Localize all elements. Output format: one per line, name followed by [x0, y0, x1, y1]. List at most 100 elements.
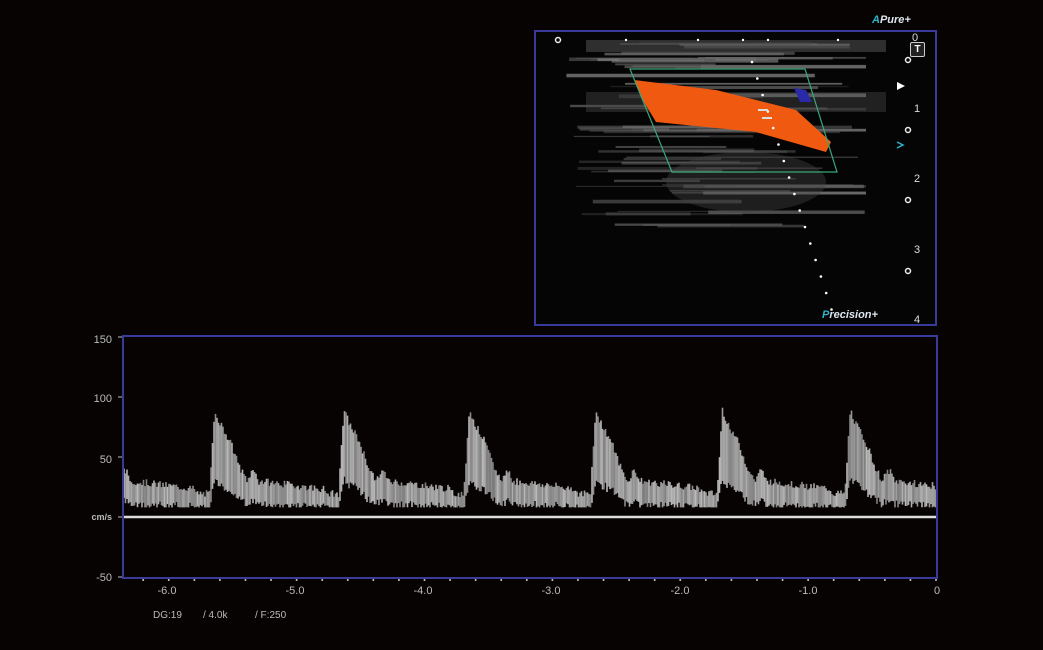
- focus-marker-icon: [897, 82, 905, 90]
- scale-dot: [741, 38, 745, 42]
- spectral-doppler-plot[interactable]: [122, 335, 938, 579]
- x-tick-mark: [781, 579, 784, 581]
- depth-marker-icon: [904, 196, 912, 204]
- doppler-cursor-dot: [787, 176, 791, 179]
- doppler-cursor-dot: [814, 258, 817, 262]
- tissue-speckle: [613, 179, 700, 183]
- x-tick-mark: [372, 579, 375, 581]
- tissue-speckle: [625, 82, 843, 85]
- x-tick-mark: [474, 579, 477, 581]
- tissue-layer: [586, 40, 886, 52]
- x-tick-6: 0: [933, 585, 941, 597]
- doppler-cursor-dot: [803, 225, 807, 229]
- x-tick-mark: [730, 579, 733, 581]
- vessel-color-flow: [634, 80, 831, 152]
- x-tick-mark: [755, 579, 758, 581]
- doppler-cursor-dot: [777, 143, 780, 146]
- x-tick-mark: [142, 579, 145, 581]
- x-tick-mark: [423, 579, 426, 581]
- depth-label-2: 2: [914, 173, 921, 185]
- tissue-speckle: [615, 63, 716, 66]
- sample-gate-bottom: [762, 117, 772, 119]
- y-tick-100: 100: [93, 393, 112, 405]
- tissue-speckle: [608, 169, 723, 172]
- velocity-unit-label: cm/s: [91, 512, 112, 522]
- tissue-speckle: [672, 192, 808, 194]
- tissue-speckle: [578, 160, 740, 163]
- doppler-cursor-dot: [809, 242, 812, 245]
- tissue-speckle: [566, 73, 815, 78]
- x-tick-mark: [576, 579, 579, 581]
- tissue-speckle: [617, 210, 748, 212]
- scale-dot: [766, 38, 770, 42]
- tissue-speckle: [639, 148, 755, 153]
- x-tick-mark: [883, 579, 886, 581]
- tissue-speckle: [680, 93, 866, 98]
- x-tick-mark: [244, 579, 247, 581]
- tissue-speckle: [604, 52, 784, 56]
- x-tick-mark: [397, 579, 400, 581]
- x-tick-mark: [602, 579, 605, 581]
- spectral-waveform: [124, 407, 936, 519]
- ultrasound-image: [554, 36, 912, 311]
- doppler-gain: DG:19: [153, 610, 182, 621]
- x-tick-mark: [653, 579, 656, 581]
- depth-marker-icon: [904, 126, 912, 134]
- x-tick-mark: [321, 579, 324, 581]
- color-doppler-image[interactable]: Precision+ T: [534, 30, 937, 326]
- prf-value: / 4.0k: [203, 610, 228, 621]
- tissue-speckle: [579, 127, 670, 131]
- doppler-cursor-dot: [798, 209, 801, 212]
- t-marker-button[interactable]: T: [910, 42, 925, 57]
- tissue-speckle: [615, 145, 727, 148]
- doppler-cursor-dot: [819, 275, 823, 278]
- x-tick-mark: [832, 579, 835, 581]
- scale-dot: [624, 38, 628, 42]
- tissue-speckle: [598, 150, 796, 153]
- y-tick-minus-50: -50: [96, 572, 112, 584]
- x-tick-4: -2.0: [670, 585, 690, 597]
- x-tick-mark: [679, 579, 682, 581]
- doppler-cursor-dot: [750, 60, 754, 64]
- x-tick-mark: [193, 579, 196, 581]
- depth-marker-icon: [904, 56, 912, 64]
- tissue-speckle: [623, 157, 722, 161]
- depth-label-1: 1: [914, 103, 921, 115]
- tissue-speckle: [661, 178, 796, 180]
- tissue-speckle: [577, 166, 758, 170]
- focal-zone-icon: [896, 141, 905, 149]
- tissue-speckle: [592, 199, 742, 204]
- doppler-cursor-dot: [793, 192, 796, 196]
- depth-label-3: 3: [914, 244, 921, 256]
- y-tick-50: 50: [99, 454, 112, 466]
- x-tick-mark: [218, 579, 221, 581]
- tissue-speckle: [703, 150, 787, 154]
- precision-plus-logo: Precision+: [822, 309, 878, 321]
- x-tick-0: -6.0: [157, 585, 177, 597]
- doppler-cursor-dot: [824, 291, 828, 295]
- tissue-speckle: [708, 210, 865, 214]
- x-tick-mark: [909, 579, 912, 581]
- x-tick-mark: [346, 579, 349, 581]
- x-tick-mark: [551, 579, 554, 581]
- x-tick-mark: [807, 579, 810, 581]
- x-tick-3: -3.0: [541, 585, 561, 597]
- tissue-speckle: [696, 167, 823, 169]
- reverse-flow-region: [794, 88, 812, 102]
- doppler-cursor-dot: [756, 77, 759, 80]
- tissue-speckle: [624, 65, 866, 69]
- doppler-cursor-dot: [782, 159, 786, 163]
- tissue-speckle: [650, 135, 754, 138]
- tissue-speckle: [704, 185, 866, 188]
- doppler-cursor-dot: [761, 93, 764, 97]
- wall-filter: / F:250: [255, 610, 287, 621]
- x-tick-mark: [858, 579, 861, 581]
- x-tick-mark: [525, 579, 528, 581]
- tissue-speckle: [603, 130, 840, 134]
- tissue-speckle: [618, 58, 716, 61]
- tissue-speckle: [704, 57, 833, 60]
- x-tick-mark: [295, 579, 298, 581]
- tissue-speckle: [676, 86, 819, 90]
- tissue-speckle: [657, 224, 805, 228]
